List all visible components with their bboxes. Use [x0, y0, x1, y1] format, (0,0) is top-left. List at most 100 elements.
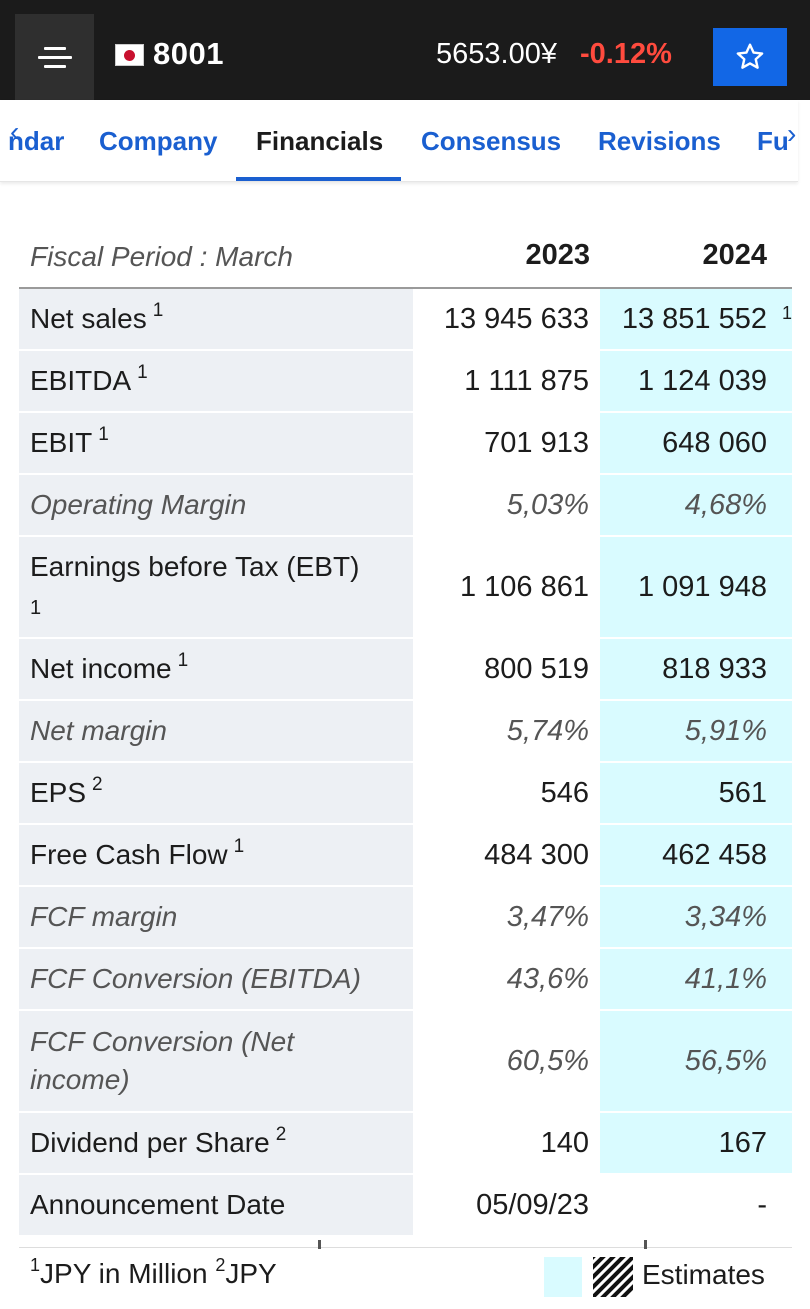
footnote-marker: 1 [98, 424, 109, 445]
footnote-marker: 2 [215, 1255, 226, 1275]
row-label: Net sales [30, 303, 147, 334]
value-2024: 167 [600, 1113, 792, 1173]
table-row: Dividend per Share 2 140 167 [19, 1113, 792, 1175]
value-2023: 484 300 [413, 825, 600, 885]
hatch-pattern-icon [593, 1257, 633, 1297]
row-label: EBIT [30, 427, 93, 458]
tab-fundamentals[interactable]: Fu [757, 126, 789, 156]
price-change: -0.12% [580, 38, 672, 70]
value-2023: 800 519 [413, 639, 600, 699]
tab-company[interactable]: Company [99, 126, 218, 156]
value-2024: 3,34% [600, 887, 792, 947]
value-2024: - [600, 1175, 792, 1235]
table-row: Net income 1 800 519 818 933 [19, 639, 792, 701]
value-2023: 5,74% [413, 701, 600, 761]
value-2024: 41,1% [600, 949, 792, 1009]
row-label: Announcement Date [19, 1175, 413, 1235]
tab-financials[interactable]: Financials [256, 126, 384, 156]
menu-button[interactable] [15, 14, 94, 100]
footnote-unit-1: JPY in Million [40, 1258, 208, 1289]
table-row: EBITDA 1 1 111 875 1 124 039 [19, 351, 792, 413]
row-label: Operating Margin [19, 475, 413, 535]
value-2024: 818 933 [600, 639, 792, 699]
table-row: FCF Conversion (EBITDA) 43,6% 41,1% [19, 949, 792, 1011]
value-2024: 648 060 [600, 413, 792, 473]
trailing-footnote-marker: 1 [781, 303, 792, 323]
scroll-tick [318, 1240, 321, 1249]
value-2024: 561 [600, 763, 792, 823]
table-row: Earnings before Tax (EBT) 1 1 106 861 1 0… [19, 537, 792, 639]
row-label: Net income [30, 653, 172, 684]
value-2023: 3,47% [413, 887, 600, 947]
hamburger-menu-icon [37, 45, 72, 69]
value-2024: 1 124 039 [600, 351, 792, 411]
value-2023: 43,6% [413, 949, 600, 1009]
footnote-marker: 2 [275, 1124, 287, 1145]
chevron-right-icon[interactable]: › [787, 118, 797, 149]
table-header: Fiscal Period : March 2023 2024 [19, 227, 792, 289]
value-2024: 5,91% [600, 701, 792, 761]
value-2024: 4,68% [600, 475, 792, 535]
legend-label: Estimates [642, 1259, 765, 1290]
section-tabs: ‹ ndar Company Financials Consensus Revi… [0, 100, 798, 182]
value-2023: 1 111 875 [413, 351, 600, 411]
tab-revisions[interactable]: Revisions [598, 126, 721, 156]
footer-divider [19, 1247, 792, 1248]
watchlist-button[interactable] [713, 28, 787, 86]
top-bar: 8001 5653.00¥ -0.12% [0, 0, 810, 100]
footnote-marker: 1 [30, 1255, 41, 1275]
value-2024: 462 458 [600, 825, 792, 885]
table-row: Net margin 5,74% 5,91% [19, 701, 792, 763]
row-label: FCF Conversion (Net income) [19, 1011, 413, 1111]
active-tab-indicator [236, 177, 401, 181]
table-row: EPS 2 546 561 [19, 763, 792, 825]
table-row: Net sales 1 13 945 633 13 851 552 1 [19, 289, 792, 351]
footnote-legend: 1JPY in Million 2JPY [30, 1255, 277, 1290]
value-2023: 1 106 861 [413, 537, 600, 637]
year-header-2024: 2024 [702, 239, 767, 271]
row-label: Net margin [19, 701, 413, 761]
estimate-swatch [544, 1257, 582, 1297]
year-header-2023: 2023 [525, 239, 590, 271]
row-label: EBITDA [30, 365, 132, 396]
row-label: Earnings before Tax (EBT) [30, 550, 360, 582]
value-2023: 546 [413, 763, 600, 823]
table-row: FCF Conversion (Net income) 60,5% 56,5% [19, 1011, 792, 1113]
footnote-marker: 1 [30, 596, 42, 619]
row-label: FCF Conversion (EBITDA) [19, 949, 413, 1009]
value-2023: 05/09/23 [413, 1175, 600, 1235]
row-label: EPS [30, 777, 87, 808]
star-icon [736, 43, 764, 69]
table-row: EBIT 1 701 913 648 060 [19, 413, 792, 475]
row-label: Dividend per Share [30, 1127, 270, 1158]
value-2024: 1 091 948 [600, 537, 792, 637]
table-row: FCF margin 3,47% 3,34% [19, 887, 792, 949]
chevron-left-icon[interactable]: ‹ [10, 116, 20, 147]
scroll-tick [644, 1240, 647, 1249]
footnote-marker: 1 [177, 650, 189, 671]
value-2024: 56,5% [600, 1011, 792, 1111]
footnote-marker: 1 [137, 362, 148, 383]
table-row: Operating Margin 5,03% 4,68% [19, 475, 792, 537]
tab-consensus[interactable]: Consensus [421, 126, 562, 156]
value-2023: 140 [413, 1113, 600, 1173]
footnote-unit-2: JPY [225, 1258, 277, 1289]
value-2023: 60,5% [413, 1011, 600, 1111]
row-label: FCF margin [19, 887, 413, 947]
footnote-marker: 1 [233, 836, 245, 857]
ticker-symbol: 8001 [153, 36, 224, 71]
value-2024: 13 851 552 [621, 302, 767, 335]
footnote-marker: 2 [92, 774, 103, 795]
financials-table: Fiscal Period : March 2023 2024 Net sale… [19, 227, 792, 1237]
value-2023: 5,03% [413, 475, 600, 535]
value-2023: 701 913 [413, 413, 600, 473]
table-row: Free Cash Flow 1 484 300 462 458 [19, 825, 792, 887]
fiscal-period-label: Fiscal Period : March [30, 241, 293, 272]
value-2023: 13 945 633 [413, 289, 600, 349]
japan-flag-icon [115, 44, 144, 66]
stock-price: 5653.00¥ [436, 38, 557, 70]
tab-calendar[interactable]: ndar [8, 126, 65, 156]
footnote-marker: 1 [152, 300, 164, 321]
row-label: Free Cash Flow [30, 839, 228, 870]
table-row: Announcement Date 05/09/23 - [19, 1175, 792, 1237]
